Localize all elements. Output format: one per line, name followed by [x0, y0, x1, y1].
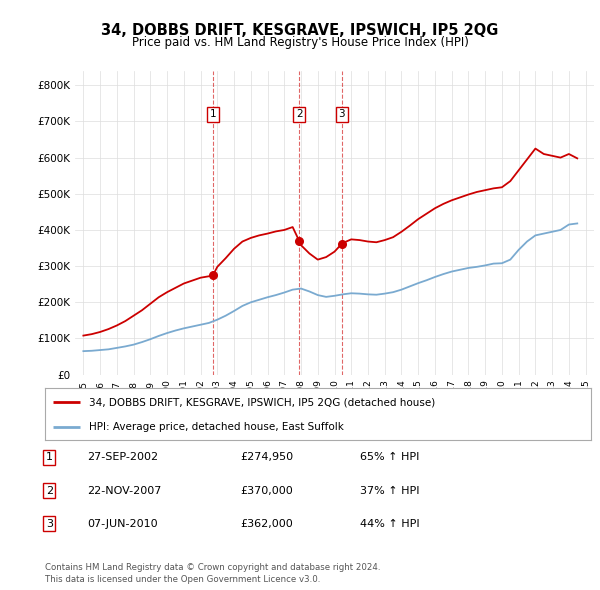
Text: 37% ↑ HPI: 37% ↑ HPI: [360, 486, 419, 496]
Text: £274,950: £274,950: [240, 453, 293, 462]
Text: 1: 1: [46, 453, 53, 462]
Text: 1: 1: [209, 109, 216, 119]
Text: £370,000: £370,000: [240, 486, 293, 496]
Text: 3: 3: [338, 109, 345, 119]
Text: 34, DOBBS DRIFT, KESGRAVE, IPSWICH, IP5 2QG: 34, DOBBS DRIFT, KESGRAVE, IPSWICH, IP5 …: [101, 23, 499, 38]
Text: 65% ↑ HPI: 65% ↑ HPI: [360, 453, 419, 462]
Text: 3: 3: [46, 519, 53, 529]
Text: 27-SEP-2002: 27-SEP-2002: [87, 453, 158, 462]
Text: 34, DOBBS DRIFT, KESGRAVE, IPSWICH, IP5 2QG (detached house): 34, DOBBS DRIFT, KESGRAVE, IPSWICH, IP5 …: [89, 397, 435, 407]
Text: 22-NOV-2007: 22-NOV-2007: [87, 486, 161, 496]
Text: 2: 2: [296, 109, 302, 119]
Text: £362,000: £362,000: [240, 519, 293, 529]
Text: 07-JUN-2010: 07-JUN-2010: [87, 519, 158, 529]
Text: Contains HM Land Registry data © Crown copyright and database right 2024.
This d: Contains HM Land Registry data © Crown c…: [45, 563, 380, 584]
Text: HPI: Average price, detached house, East Suffolk: HPI: Average price, detached house, East…: [89, 422, 344, 431]
Text: Price paid vs. HM Land Registry's House Price Index (HPI): Price paid vs. HM Land Registry's House …: [131, 36, 469, 49]
Text: 44% ↑ HPI: 44% ↑ HPI: [360, 519, 419, 529]
Text: 2: 2: [46, 486, 53, 496]
